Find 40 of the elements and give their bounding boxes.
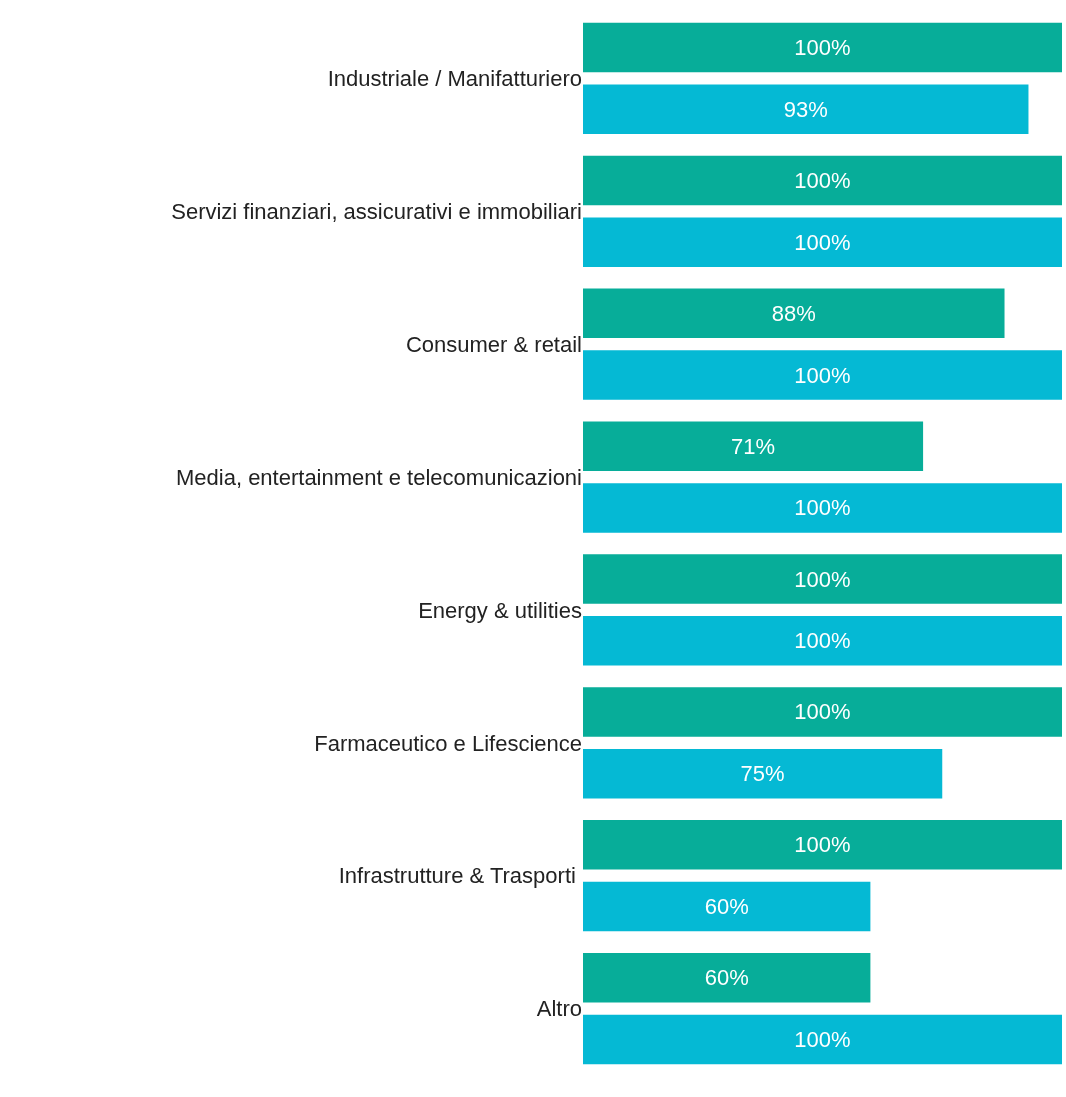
y-tick-label: Servizi finanziari, assicurativi e immobiliari — [171, 199, 582, 225]
bar — [583, 748, 943, 799]
data-label: 100% — [794, 362, 851, 388]
bar — [583, 483, 1062, 533]
bar — [583, 881, 871, 932]
data-label: 100% — [794, 229, 851, 255]
data-label: 100% — [794, 566, 851, 592]
data-label: 100% — [794, 832, 851, 858]
data-label: 100% — [794, 699, 851, 725]
data-label: 60% — [704, 894, 749, 920]
bar — [583, 1014, 1062, 1065]
y-tick-label: Farmaceutico e Lifescience — [314, 730, 582, 756]
data-label: 100% — [794, 1026, 851, 1052]
bar — [583, 952, 871, 1003]
bar — [583, 687, 1062, 737]
bar — [583, 217, 1062, 267]
bar — [583, 288, 1005, 339]
data-label: 71% — [731, 433, 776, 459]
data-label: 100% — [794, 495, 851, 521]
y-tick-label: Infrastrutture & Trasporti — [338, 863, 582, 889]
bar — [583, 820, 1062, 870]
y-tick-label: Energy & utilities — [418, 597, 582, 623]
bar — [583, 84, 1029, 135]
bar — [583, 616, 1062, 666]
bar — [583, 22, 1062, 73]
y-tick-label: Media, entertainment e telecomunicazioni — [175, 464, 582, 490]
bar — [583, 350, 1062, 400]
data-label: 93% — [783, 96, 828, 122]
bar — [583, 554, 1062, 604]
bar — [583, 155, 1062, 206]
data-label: 100% — [794, 167, 851, 193]
bar — [583, 421, 924, 471]
data-label: 88% — [771, 300, 816, 326]
data-label: 75% — [740, 761, 785, 787]
data-label: 100% — [794, 35, 851, 61]
y-tick-label: Altro — [536, 996, 582, 1022]
data-label: 100% — [794, 628, 851, 654]
y-tick-label: Consumer & retail — [405, 331, 582, 357]
data-label: 60% — [704, 965, 749, 991]
y-tick-label: Industriale / Manifatturiero — [327, 66, 582, 92]
